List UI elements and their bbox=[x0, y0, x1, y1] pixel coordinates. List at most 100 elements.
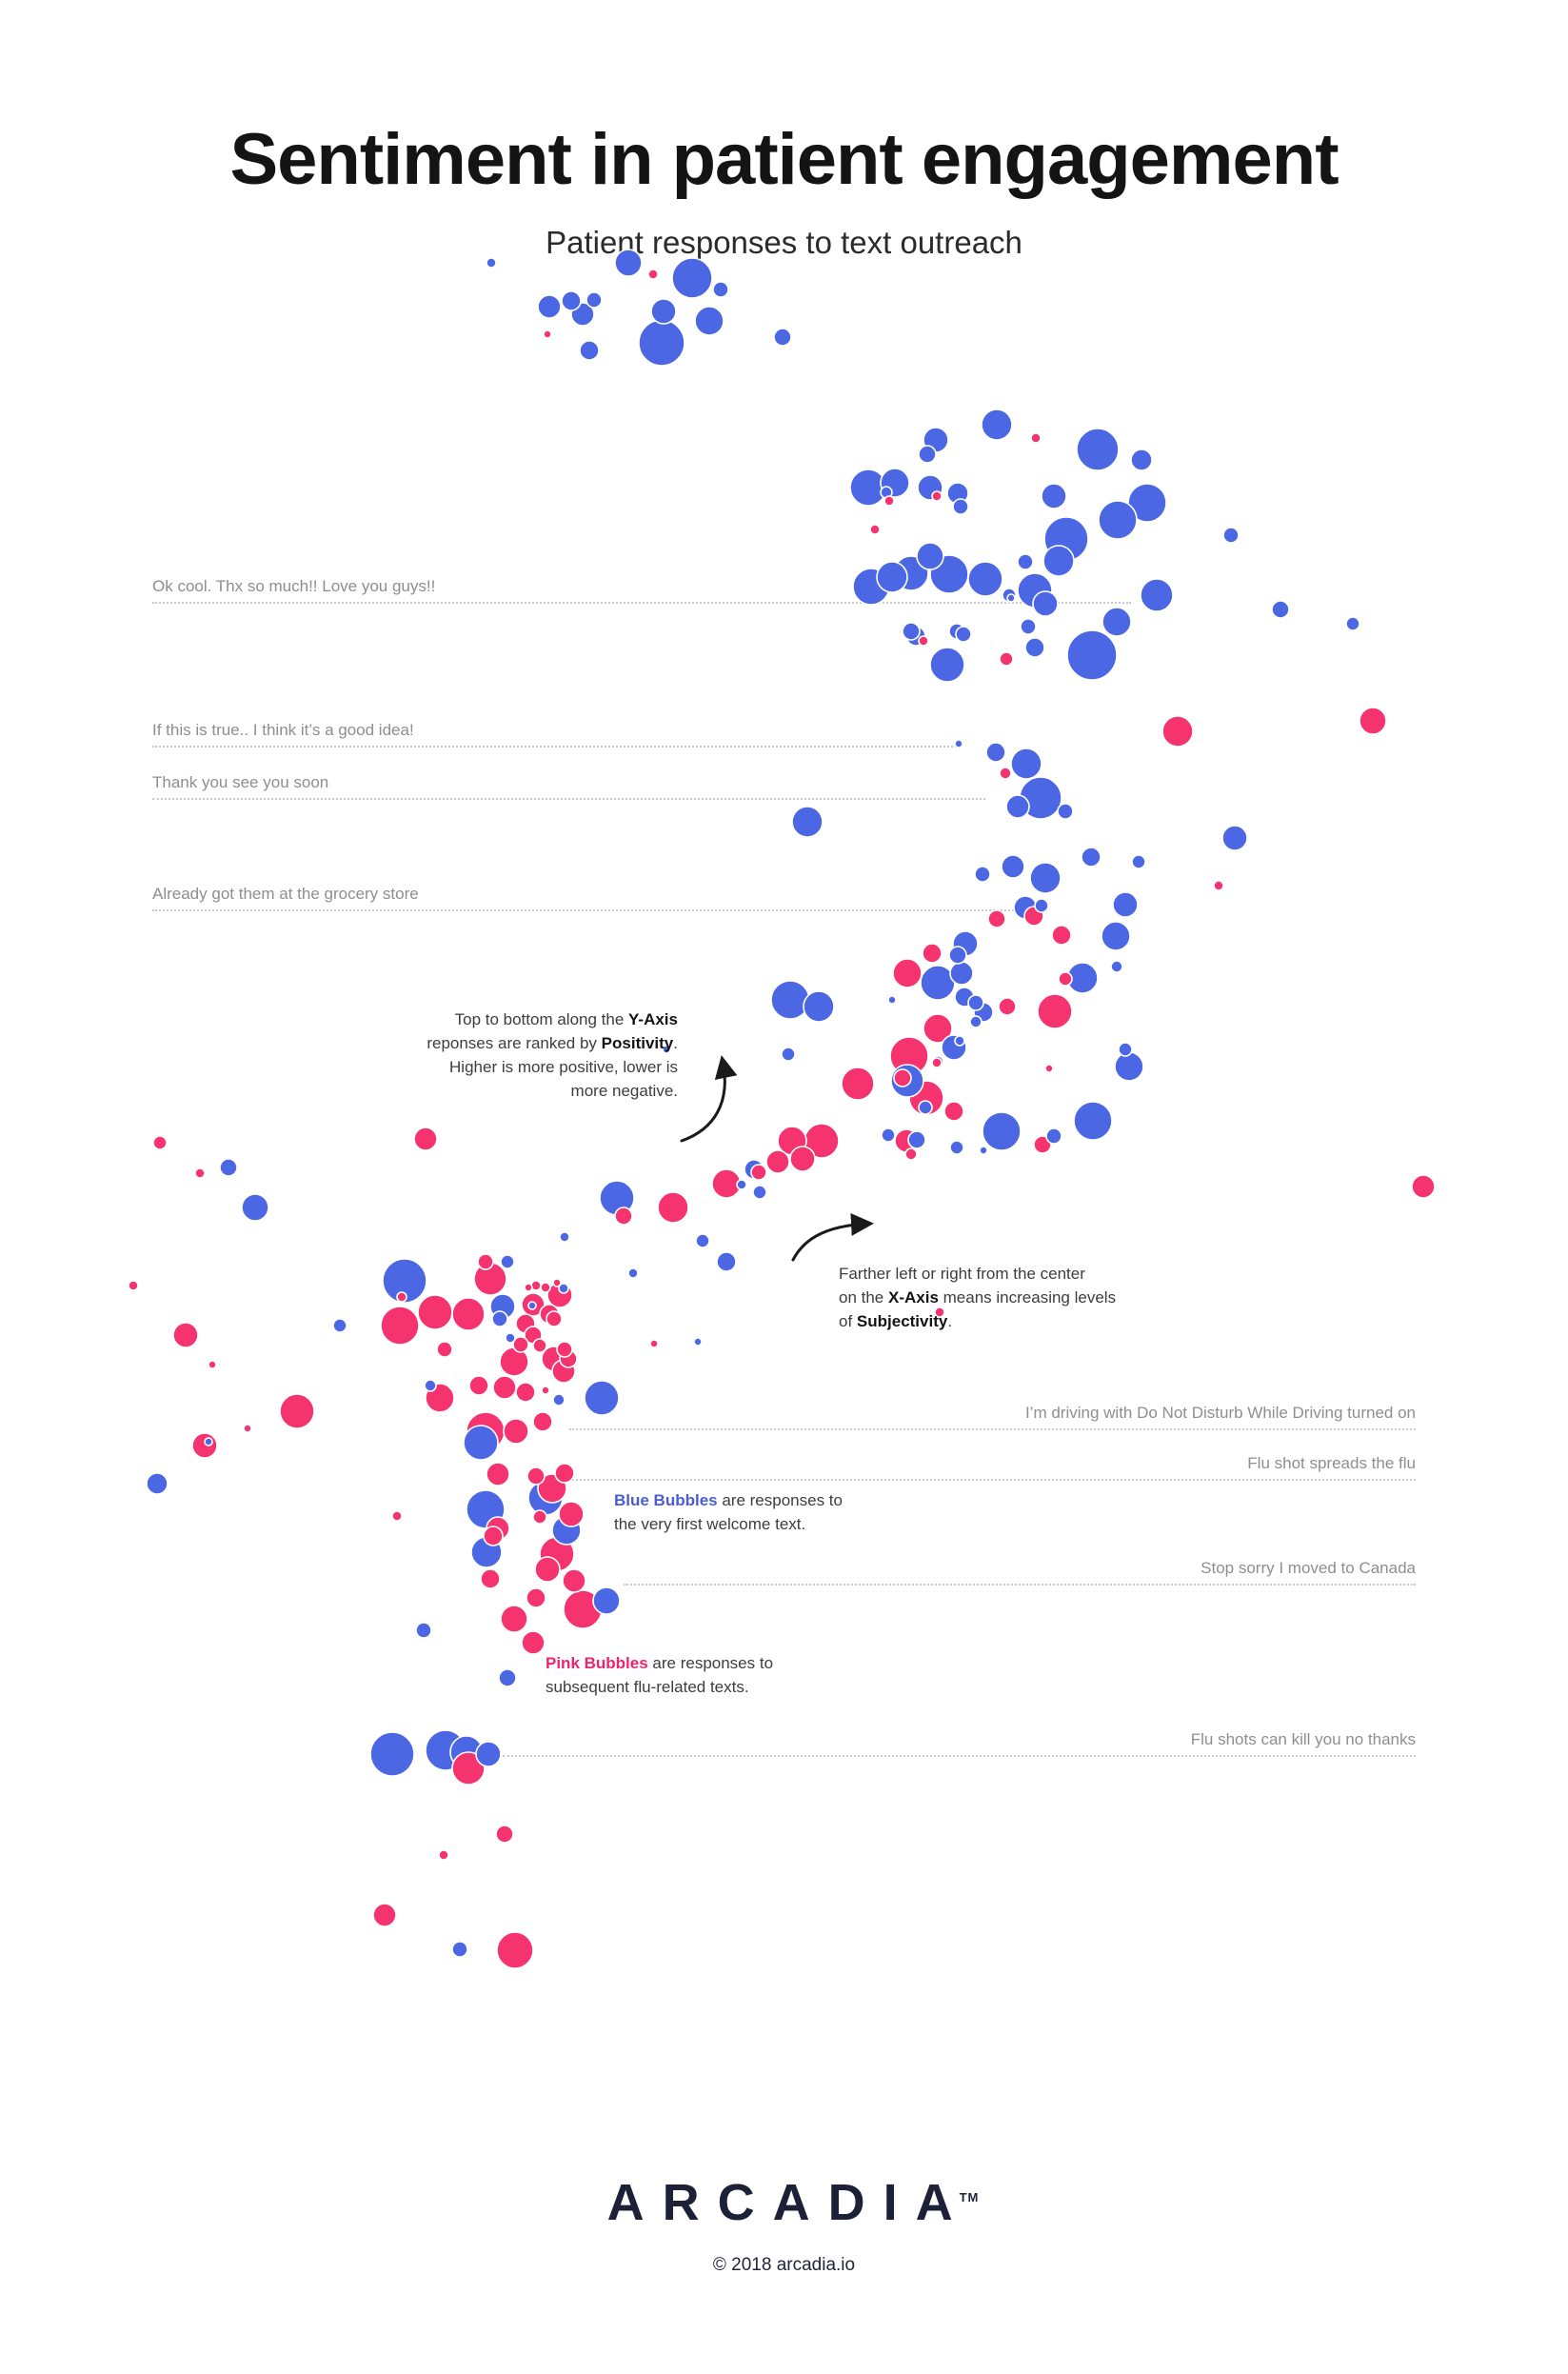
bubble-pink bbox=[194, 1167, 206, 1179]
bubble-blue bbox=[695, 1233, 710, 1248]
bubble-pink bbox=[931, 490, 943, 502]
y-axis-arrow bbox=[680, 1055, 738, 1143]
blue-bubbles-legend-line-0: Blue Bubbles are responses to bbox=[614, 1488, 843, 1512]
bubble-blue bbox=[1034, 898, 1049, 913]
x-axis-annotation-line-0: Farther left or right from the center bbox=[839, 1262, 1116, 1286]
arrow-layer bbox=[680, 1055, 874, 1262]
x-axis-annotation-segment: on the bbox=[839, 1288, 888, 1307]
bubble-blue bbox=[876, 561, 908, 593]
bubble-pink bbox=[279, 1393, 315, 1429]
bubble-blue bbox=[982, 1111, 1022, 1151]
bubble-blue bbox=[1001, 854, 1025, 879]
bubble-pink bbox=[904, 1147, 918, 1161]
arcadia-wordmark: ARCADIA bbox=[606, 2174, 971, 2231]
bubble-blue bbox=[981, 409, 1013, 441]
bubble-blue bbox=[241, 1193, 269, 1222]
bubble-blue bbox=[1081, 847, 1102, 868]
y-axis-annotation-segment: Top to bottom along the bbox=[454, 1010, 629, 1028]
bubble-pink bbox=[191, 1432, 218, 1459]
bubble-blue bbox=[627, 1267, 639, 1279]
bubble-blue bbox=[527, 1301, 537, 1310]
bubble-pink bbox=[934, 1307, 945, 1318]
bubble-pink bbox=[999, 651, 1014, 667]
bubble-pink bbox=[918, 635, 929, 647]
bubble-pink bbox=[480, 1568, 501, 1589]
y-axis-annotation-segment: Y-Axis bbox=[628, 1010, 678, 1028]
bubble-pink bbox=[556, 1341, 573, 1358]
bubble-pink bbox=[931, 1057, 943, 1068]
bubble-blue bbox=[773, 328, 792, 347]
bubble-pink bbox=[438, 1849, 449, 1861]
bubble-pink bbox=[128, 1280, 139, 1291]
bubble-pink bbox=[647, 269, 659, 280]
bubble-pink bbox=[1359, 707, 1387, 735]
bubble-pink bbox=[750, 1164, 767, 1181]
left-label-3: Already got them at the grocery store bbox=[152, 885, 1047, 911]
bubble-blue bbox=[650, 298, 677, 325]
bubble-blue bbox=[918, 1100, 933, 1115]
bubble-blue bbox=[1020, 618, 1037, 635]
bubble-pink bbox=[562, 1568, 586, 1593]
y-axis-annotation-segment: Positivity bbox=[601, 1034, 674, 1052]
x-axis-annotation: Farther left or right from the center on … bbox=[839, 1262, 1116, 1333]
bubble-pink bbox=[558, 1501, 585, 1527]
x-axis-annotation-line-2: of Subjectivity. bbox=[839, 1309, 1116, 1333]
bubble-blue bbox=[1110, 960, 1123, 973]
left-label-2: Thank you see you soon bbox=[152, 773, 985, 800]
right-label-3: Flu shots can kill you no thanks bbox=[503, 1730, 1416, 1757]
bubble-pink bbox=[500, 1605, 528, 1633]
bubble-blue bbox=[716, 1251, 737, 1272]
bubble-blue bbox=[791, 806, 824, 838]
bubble-pink bbox=[1037, 993, 1073, 1029]
bubble-pink bbox=[1161, 715, 1194, 748]
left-label-text-0: Ok cool. Thx so much!! Love you guys!! bbox=[152, 577, 436, 595]
right-label-text-2: Stop sorry I moved to Canada bbox=[1201, 1559, 1416, 1577]
x-axis-annotation-segment: of bbox=[839, 1312, 857, 1330]
bubble-pink bbox=[534, 1556, 561, 1583]
bubble-blue bbox=[967, 561, 1003, 597]
bubble-blue bbox=[929, 647, 965, 683]
y-axis-annotation-line-3: more negative. bbox=[427, 1079, 678, 1103]
bubble-blue bbox=[1118, 1042, 1133, 1057]
blue-bubbles-legend-segment: Blue Bubbles bbox=[614, 1491, 718, 1509]
bubble-blue bbox=[486, 257, 497, 269]
left-label-text-3: Already got them at the grocery store bbox=[152, 885, 419, 903]
bubble-blue bbox=[952, 498, 969, 515]
bubble-pink bbox=[451, 1297, 486, 1331]
bubble-blue bbox=[491, 1310, 508, 1327]
bubble-blue bbox=[881, 1127, 896, 1143]
bubble-blue bbox=[1032, 590, 1059, 617]
bubble-pink bbox=[987, 909, 1006, 928]
bubble-blue bbox=[1112, 891, 1139, 918]
bubble-blue bbox=[1017, 553, 1034, 570]
bubble-blue bbox=[451, 1941, 468, 1958]
bubble-blue bbox=[1005, 794, 1030, 819]
bubble-pink bbox=[532, 1509, 547, 1525]
bubble-pink bbox=[396, 1291, 407, 1303]
bubble-blue bbox=[949, 961, 974, 986]
right-label-1: Flu shot spreads the flu bbox=[569, 1454, 1416, 1481]
bubble-blue bbox=[694, 306, 724, 336]
bubble-pink bbox=[892, 958, 923, 988]
bubble-blue bbox=[1042, 545, 1075, 577]
bubble-blue bbox=[1345, 616, 1360, 631]
bubble-pink bbox=[1411, 1174, 1436, 1199]
bubble-blue bbox=[552, 1393, 566, 1406]
blue-bubbles-legend-line-1: the very first welcome text. bbox=[614, 1512, 843, 1536]
blue-bubbles-legend: Blue Bubbles are responses to the very fi… bbox=[614, 1488, 843, 1536]
x-axis-annotation-segment: Farther left or right from the center bbox=[839, 1265, 1085, 1283]
bubble-blue bbox=[638, 319, 685, 367]
bubble-layer bbox=[128, 249, 1436, 1969]
y-axis-annotation: Top to bottom along the Y-Axis reponses a… bbox=[427, 1007, 678, 1103]
bubble-pink bbox=[451, 1751, 486, 1785]
bubble-pink bbox=[883, 495, 895, 507]
y-axis-annotation-segment: Higher is more positive, lower is bbox=[449, 1058, 678, 1076]
bubble-blue bbox=[1114, 1051, 1144, 1082]
page-title: Sentiment in patient engagement bbox=[229, 119, 1339, 200]
bubble-blue bbox=[1057, 803, 1074, 820]
bubble-pink bbox=[765, 1149, 790, 1174]
blue-bubbles-legend-segment: are responses to bbox=[717, 1491, 843, 1509]
bubble-blue bbox=[1102, 607, 1132, 637]
bubble-blue bbox=[1045, 1127, 1062, 1145]
